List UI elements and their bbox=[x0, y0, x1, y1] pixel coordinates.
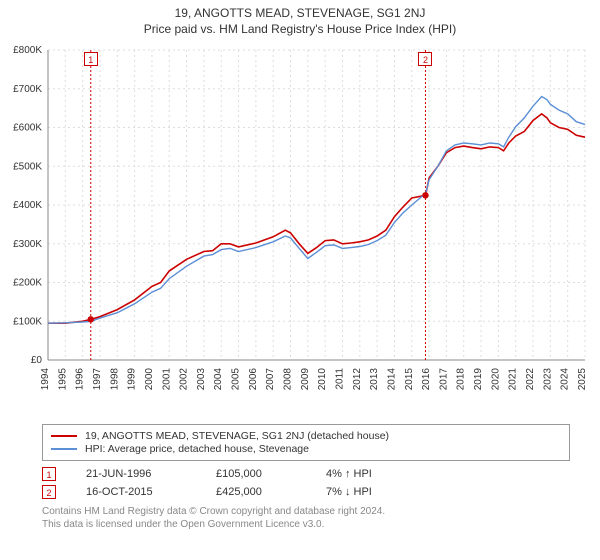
chart-subtitle: Price paid vs. HM Land Registry's House … bbox=[0, 20, 600, 40]
svg-text:2006: 2006 bbox=[248, 368, 259, 391]
svg-text:1999: 1999 bbox=[127, 368, 138, 391]
svg-text:£800K: £800K bbox=[13, 45, 42, 56]
svg-text:£0: £0 bbox=[31, 355, 43, 366]
svg-text:2018: 2018 bbox=[456, 368, 467, 391]
svg-text:1997: 1997 bbox=[92, 368, 103, 391]
svg-text:£500K: £500K bbox=[13, 161, 42, 172]
svg-text:2017: 2017 bbox=[438, 368, 449, 391]
svg-text:2005: 2005 bbox=[231, 368, 242, 391]
svg-text:2002: 2002 bbox=[179, 368, 190, 391]
svg-text:2019: 2019 bbox=[473, 368, 484, 391]
series-hpi bbox=[48, 97, 585, 324]
svg-text:2003: 2003 bbox=[196, 368, 207, 391]
sales-table: 1 21-JUN-1996 £105,000 4% ↑ HPI 2 16-OCT-2015… bbox=[42, 467, 570, 499]
legend: 19, ANGOTTS MEAD, STEVENAGE, SG1 2NJ (de… bbox=[42, 424, 570, 461]
svg-text:2024: 2024 bbox=[560, 368, 571, 391]
svg-text:2014: 2014 bbox=[386, 368, 397, 391]
svg-text:1995: 1995 bbox=[57, 368, 68, 391]
svg-text:2021: 2021 bbox=[508, 368, 519, 391]
footnote: Contains HM Land Registry data © Crown c… bbox=[42, 505, 570, 531]
svg-text:2011: 2011 bbox=[334, 368, 345, 390]
sale-row-price: £425,000 bbox=[216, 486, 296, 498]
sale-marker-label: 2 bbox=[418, 52, 432, 66]
svg-text:2012: 2012 bbox=[352, 368, 363, 391]
svg-text:£200K: £200K bbox=[13, 278, 42, 289]
footnote-line: This data is licensed under the Open Gov… bbox=[42, 518, 570, 531]
sale-row-hpi: 4% ↑ HPI bbox=[326, 468, 406, 480]
sale-row-date: 21-JUN-1996 bbox=[86, 468, 186, 480]
svg-text:2025: 2025 bbox=[577, 368, 588, 391]
chart-title: 19, ANGOTTS MEAD, STEVENAGE, SG1 2NJ bbox=[0, 0, 600, 20]
sale-row-hpi: 7% ↓ HPI bbox=[326, 486, 406, 498]
svg-text:1998: 1998 bbox=[109, 368, 120, 391]
svg-text:2007: 2007 bbox=[265, 368, 276, 391]
svg-text:£100K: £100K bbox=[13, 316, 42, 327]
svg-text:2000: 2000 bbox=[144, 368, 155, 391]
sale-row-marker: 2 bbox=[42, 485, 56, 499]
footnote-line: Contains HM Land Registry data © Crown c… bbox=[42, 505, 570, 518]
sale-row-price: £105,000 bbox=[216, 468, 296, 480]
sale-marker-label: 1 bbox=[84, 52, 98, 66]
svg-text:2013: 2013 bbox=[369, 368, 380, 391]
svg-text:2020: 2020 bbox=[490, 368, 501, 391]
svg-text:2010: 2010 bbox=[317, 368, 328, 391]
svg-text:2004: 2004 bbox=[213, 368, 224, 391]
legend-swatch bbox=[51, 435, 77, 437]
svg-text:2015: 2015 bbox=[404, 368, 415, 391]
svg-text:1996: 1996 bbox=[75, 368, 86, 391]
chart-svg: £0 £100K £200K £300K £400K £500K £600K £700K £80… bbox=[0, 40, 600, 420]
legend-label: 19, ANGOTTS MEAD, STEVENAGE, SG1 2NJ (de… bbox=[85, 430, 389, 442]
svg-text:£700K: £700K bbox=[13, 84, 42, 95]
chart-area: £0 £100K £200K £300K £400K £500K £600K £700K £80… bbox=[0, 40, 600, 420]
legend-swatch bbox=[51, 448, 77, 450]
legend-row: HPI: Average price, detached house, Stev… bbox=[51, 443, 561, 455]
svg-text:£300K: £300K bbox=[13, 239, 42, 250]
sale-row: 1 21-JUN-1996 £105,000 4% ↑ HPI bbox=[42, 467, 570, 481]
legend-row: 19, ANGOTTS MEAD, STEVENAGE, SG1 2NJ (de… bbox=[51, 430, 561, 442]
svg-text:2023: 2023 bbox=[542, 368, 553, 391]
svg-text:2008: 2008 bbox=[283, 368, 294, 391]
svg-text:£400K: £400K bbox=[13, 200, 42, 211]
sale-marker-dot bbox=[88, 316, 94, 322]
legend-label: HPI: Average price, detached house, Stev… bbox=[85, 443, 309, 455]
sale-row: 2 16-OCT-2015 £425,000 7% ↓ HPI bbox=[42, 485, 570, 499]
svg-text:1994: 1994 bbox=[40, 368, 51, 391]
svg-text:2009: 2009 bbox=[300, 368, 311, 391]
svg-text:2016: 2016 bbox=[421, 368, 432, 391]
svg-text:2022: 2022 bbox=[525, 368, 536, 391]
sale-marker-dot bbox=[422, 192, 428, 198]
svg-text:2001: 2001 bbox=[161, 368, 172, 391]
svg-text:£600K: £600K bbox=[13, 123, 42, 134]
sale-row-marker: 1 bbox=[42, 467, 56, 481]
sale-row-date: 16-OCT-2015 bbox=[86, 486, 186, 498]
